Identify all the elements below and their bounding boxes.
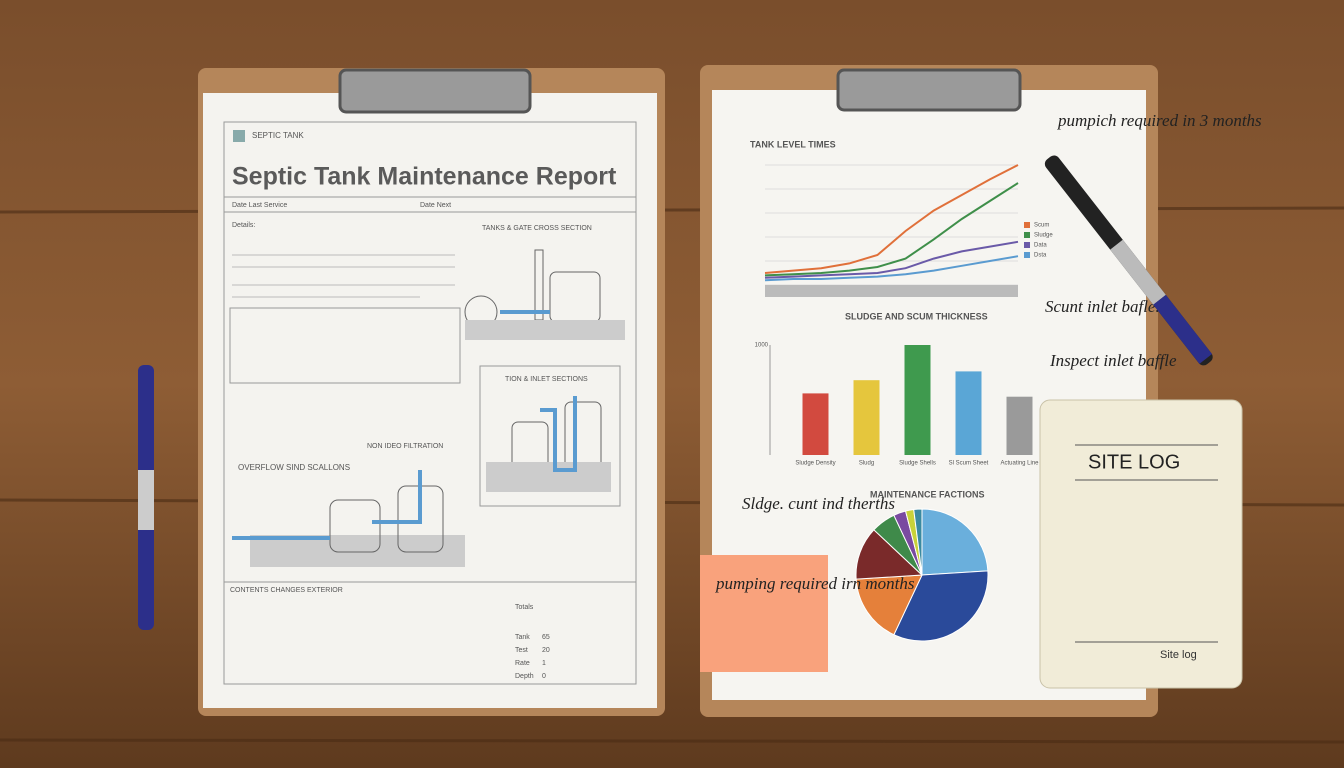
note: Inspect inlet baffle bbox=[1049, 351, 1177, 370]
pie-slice bbox=[921, 508, 989, 576]
note: Scunt inlet bafle. bbox=[1045, 297, 1160, 316]
x-tick-label: Sl Scum Sheet bbox=[949, 461, 989, 467]
charts: TANK LEVEL TIMES Scum Sludge Data Dsta SLUDGE… bbox=[750, 139, 1053, 642]
pen bbox=[1044, 155, 1213, 366]
footer-title: CONTENTS CHANGES EXTERIOR bbox=[230, 587, 343, 594]
small-table bbox=[229, 307, 461, 384]
logo bbox=[233, 130, 245, 142]
frame bbox=[479, 365, 621, 507]
x-tick-label: Sludg bbox=[859, 461, 874, 467]
section-title: TANKS & GATE CROSS SECTION bbox=[482, 225, 592, 232]
table: Tank 65 Test 20 Rate 1 Depth 0 bbox=[515, 634, 550, 680]
legend-label: Sludge bbox=[1034, 233, 1053, 239]
pie-slice bbox=[893, 570, 989, 642]
section-title: TION & INLET SECTIONS bbox=[505, 376, 588, 383]
brand: SEPTIC TANK bbox=[252, 131, 304, 140]
bar bbox=[853, 380, 880, 455]
section-title: NON IDEO FILTRATION bbox=[367, 443, 443, 450]
sticky-note bbox=[700, 555, 828, 672]
legend-label: Dsta bbox=[1034, 253, 1047, 259]
chart-title: TANK LEVEL TIMES bbox=[750, 139, 836, 149]
pen bbox=[138, 365, 154, 630]
baseline-band bbox=[765, 285, 1018, 297]
table-cell: Rate bbox=[515, 660, 530, 667]
note: Sldge. cunt ind therths bbox=[742, 494, 895, 513]
table-cell: Test bbox=[515, 647, 528, 654]
notebook-title: SITE LOG bbox=[1088, 451, 1180, 473]
text-lines bbox=[232, 254, 455, 298]
note: pumpich required in 3 months bbox=[1057, 111, 1262, 130]
inlet-diagram bbox=[486, 396, 611, 492]
details: Details: bbox=[232, 222, 255, 229]
bar bbox=[955, 371, 982, 455]
tank-diagram bbox=[464, 249, 625, 340]
y-tick-label: 1000 bbox=[755, 343, 769, 349]
pie-slice bbox=[855, 574, 923, 636]
notebook-label: Site log bbox=[1160, 649, 1197, 661]
series-line bbox=[764, 182, 1019, 277]
table-cell: Tank bbox=[515, 634, 530, 641]
date: Date Last Service bbox=[232, 202, 287, 209]
table-title: Totals bbox=[515, 604, 534, 611]
notebook bbox=[1039, 399, 1243, 689]
pie-slice bbox=[913, 508, 923, 576]
x-tick-label: Actuating Line bbox=[1000, 461, 1039, 467]
report-title: Septic Tank Maintenance Report bbox=[232, 163, 617, 191]
table-cell: 65 bbox=[542, 634, 550, 641]
legend-swatch bbox=[1024, 242, 1030, 248]
bar bbox=[904, 345, 931, 455]
table-cell: 1 bbox=[542, 660, 546, 667]
chart-title: SLUDGE AND SCUM THICKNESS bbox=[845, 311, 988, 321]
series-line bbox=[764, 164, 1019, 274]
series-line bbox=[764, 255, 1019, 282]
paper bbox=[203, 93, 657, 708]
legend-swatch bbox=[1024, 222, 1030, 228]
date: Date Next bbox=[420, 202, 451, 209]
table-cell: 0 bbox=[542, 673, 546, 680]
legend-label: Data bbox=[1034, 243, 1047, 249]
series-line bbox=[764, 240, 1019, 279]
clip bbox=[836, 68, 1022, 112]
footer-box bbox=[223, 581, 637, 685]
bar bbox=[1006, 396, 1033, 455]
x-tick-label: Sludge Shells bbox=[899, 461, 936, 467]
clip bbox=[338, 68, 532, 114]
table-cell: 20 bbox=[542, 647, 550, 654]
section-title: OVERFLOW SIND SCALLONS bbox=[238, 463, 350, 472]
chart-title: MAINTENANCE FACTIONS bbox=[870, 489, 985, 499]
legend-swatch bbox=[1024, 232, 1030, 238]
legend-swatch bbox=[1024, 252, 1030, 258]
x-tick-label: Sludge Density bbox=[795, 461, 835, 467]
overflow-diagram bbox=[232, 470, 465, 567]
table-cell: Depth bbox=[515, 673, 534, 680]
sticky-text: pumping required irn months bbox=[715, 574, 915, 593]
legend-label: Scum bbox=[1034, 223, 1049, 229]
bar bbox=[802, 393, 829, 455]
